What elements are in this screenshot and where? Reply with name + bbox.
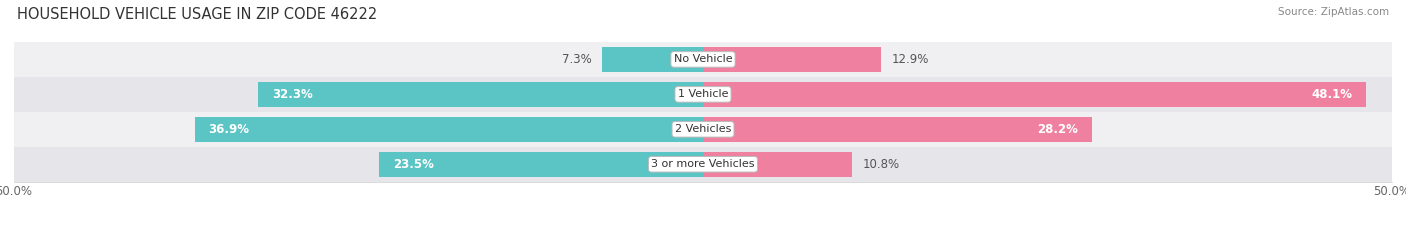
Text: 23.5%: 23.5% bbox=[392, 158, 434, 171]
Text: 1 Vehicle: 1 Vehicle bbox=[678, 89, 728, 99]
Text: 2 Vehicles: 2 Vehicles bbox=[675, 124, 731, 134]
Bar bbox=[703, 152, 852, 177]
Bar bbox=[703, 47, 880, 72]
Text: Source: ZipAtlas.com: Source: ZipAtlas.com bbox=[1278, 7, 1389, 17]
Bar bbox=[703, 117, 1091, 142]
Text: 36.9%: 36.9% bbox=[208, 123, 249, 136]
Text: 32.3%: 32.3% bbox=[271, 88, 312, 101]
Bar bbox=[14, 147, 1392, 182]
Text: No Vehicle: No Vehicle bbox=[673, 55, 733, 64]
Bar bbox=[194, 117, 703, 142]
Text: 7.3%: 7.3% bbox=[561, 53, 592, 66]
Bar bbox=[602, 47, 703, 72]
Bar bbox=[14, 42, 1392, 77]
Text: 10.8%: 10.8% bbox=[863, 158, 900, 171]
Bar bbox=[703, 82, 1365, 107]
Text: 28.2%: 28.2% bbox=[1036, 123, 1078, 136]
Text: HOUSEHOLD VEHICLE USAGE IN ZIP CODE 46222: HOUSEHOLD VEHICLE USAGE IN ZIP CODE 4622… bbox=[17, 7, 377, 22]
Bar bbox=[14, 112, 1392, 147]
Bar bbox=[380, 152, 703, 177]
Bar bbox=[14, 77, 1392, 112]
Text: 12.9%: 12.9% bbox=[891, 53, 929, 66]
Text: 48.1%: 48.1% bbox=[1310, 88, 1353, 101]
Bar bbox=[257, 82, 703, 107]
Text: 3 or more Vehicles: 3 or more Vehicles bbox=[651, 159, 755, 169]
